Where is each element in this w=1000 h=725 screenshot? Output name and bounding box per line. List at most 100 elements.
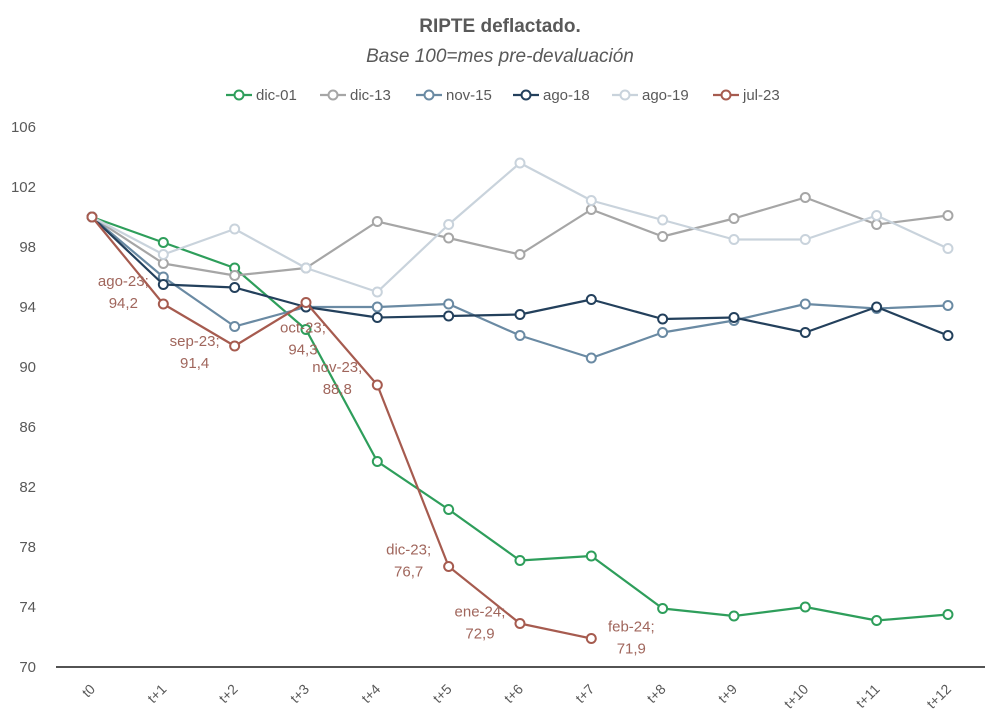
- data-point: [871, 301, 883, 313]
- data-point: [371, 379, 383, 391]
- y-tick-label: 94: [19, 299, 36, 316]
- series-ago-18: [86, 211, 954, 341]
- data-point: [942, 609, 954, 620]
- data-point: [728, 312, 740, 323]
- data-point: [871, 615, 883, 626]
- x-tick-label: t0: [79, 681, 99, 701]
- data-label: ago-23; 94,2: [98, 273, 149, 312]
- y-tick-label: 82: [19, 479, 36, 496]
- data-point: [371, 312, 383, 323]
- data-point: [229, 270, 241, 281]
- legend-label: nov-15: [446, 87, 492, 104]
- data-point: [443, 232, 455, 244]
- data-point: [585, 195, 597, 206]
- y-tick-label: 86: [19, 419, 36, 436]
- data-point: [657, 603, 669, 614]
- data-point: [728, 213, 740, 224]
- data-point: [300, 324, 312, 335]
- data-label: nov-23; 88,8: [312, 359, 362, 398]
- data-label: sep-23; 91,4: [170, 333, 220, 372]
- legend-marker-icon: [619, 89, 631, 101]
- data-label: ene-24; 72,9: [455, 604, 506, 643]
- data-point: [86, 211, 98, 223]
- series-line: [91, 216, 592, 640]
- data-label-date: ene-24;: [455, 604, 506, 621]
- data-label: dic-23; 76,7: [386, 542, 431, 581]
- y-tick-label: 90: [19, 359, 36, 376]
- data-point: [157, 249, 169, 260]
- data-point: [371, 286, 383, 298]
- data-point: [585, 633, 597, 644]
- y-tick-label: 70: [19, 659, 36, 676]
- data-label-date: oct-23;: [280, 320, 326, 337]
- legend-label: jul-23: [742, 87, 780, 104]
- legend-marker-icon: [520, 89, 532, 101]
- data-label-date: sep-23;: [170, 333, 220, 350]
- data-point: [514, 618, 526, 629]
- data-point: [229, 223, 241, 235]
- legend-item-ago-19: ago-19: [612, 87, 689, 104]
- data-point: [300, 297, 312, 308]
- data-point: [514, 330, 526, 341]
- legend-marker-icon: [423, 89, 435, 101]
- data-point: [585, 294, 597, 305]
- data-label: feb-24; 71,9: [608, 619, 655, 658]
- x-tick-label: t+11: [853, 681, 883, 711]
- data-point: [799, 298, 811, 310]
- series-jul-23: [86, 211, 597, 644]
- data-label-value: 71,9: [617, 641, 646, 658]
- data-point: [657, 231, 669, 242]
- data-point: [942, 243, 954, 254]
- data-point: [514, 249, 526, 260]
- data-point: [871, 210, 883, 221]
- legend-item-dic-01: dic-01: [226, 87, 297, 104]
- data-label-value: 91,4: [180, 355, 209, 372]
- data-point: [229, 282, 241, 293]
- data-point: [514, 555, 526, 566]
- legend-item-dic-13: dic-13: [320, 87, 391, 104]
- x-tick-label: t+7: [572, 681, 598, 707]
- data-point: [371, 456, 383, 467]
- data-point: [157, 279, 169, 290]
- data-point: [514, 309, 526, 320]
- y-tick-label: 102: [11, 179, 36, 196]
- legend-label: ago-18: [543, 87, 590, 104]
- data-label-value: 88,8: [323, 381, 352, 398]
- y-tick-label: 98: [19, 239, 36, 256]
- data-point: [229, 340, 241, 352]
- legend-marker-icon: [327, 89, 339, 101]
- data-point: [728, 610, 740, 622]
- legend-label: dic-01: [256, 87, 297, 104]
- legend-marker-icon: [720, 89, 732, 101]
- data-point: [371, 216, 383, 227]
- y-axis: 70 74 78 82 86 90 94 98 102 106: [11, 119, 985, 676]
- data-point: [443, 504, 455, 515]
- data-point: [371, 301, 383, 313]
- data-point: [942, 300, 954, 311]
- data-labels: ago-23; 94,2 sep-23; 91,4 oct-23; 94,3nov-23;…: [98, 273, 655, 658]
- data-point: [514, 157, 526, 169]
- x-tick-label: t+5: [429, 681, 455, 707]
- series-ago-19: [86, 157, 954, 298]
- y-tick-label: 78: [19, 539, 36, 556]
- legend-item-ago-18: ago-18: [513, 87, 590, 104]
- data-label-value: 94,2: [109, 295, 138, 312]
- legend-item-jul-23: jul-23: [713, 87, 780, 104]
- data-label-value: 72,9: [465, 626, 494, 643]
- data-point: [585, 352, 597, 364]
- chart-title: RIPTE deflactado.: [419, 16, 581, 37]
- series-dic-01: [86, 211, 954, 626]
- data-point: [871, 219, 883, 230]
- x-tick-label: t+9: [715, 681, 741, 707]
- x-axis: t0 t+1 t+2 t+3 t+4 t+5 t+6 t+7 t+8 t+9 t+10 t+11 t+1…: [79, 681, 955, 712]
- legend-marker-icon: [233, 89, 245, 101]
- data-point: [585, 550, 597, 562]
- legend: dic-01 dic-13 nov-15 ago-18 ago-19 jul-23: [226, 87, 780, 104]
- data-point: [585, 204, 597, 215]
- x-tick-label: t+6: [501, 681, 527, 707]
- data-point: [157, 237, 169, 248]
- data-point: [229, 321, 241, 332]
- x-tick-label: t+12: [923, 681, 954, 712]
- data-label-value: 76,7: [394, 564, 423, 581]
- data-point: [657, 327, 669, 338]
